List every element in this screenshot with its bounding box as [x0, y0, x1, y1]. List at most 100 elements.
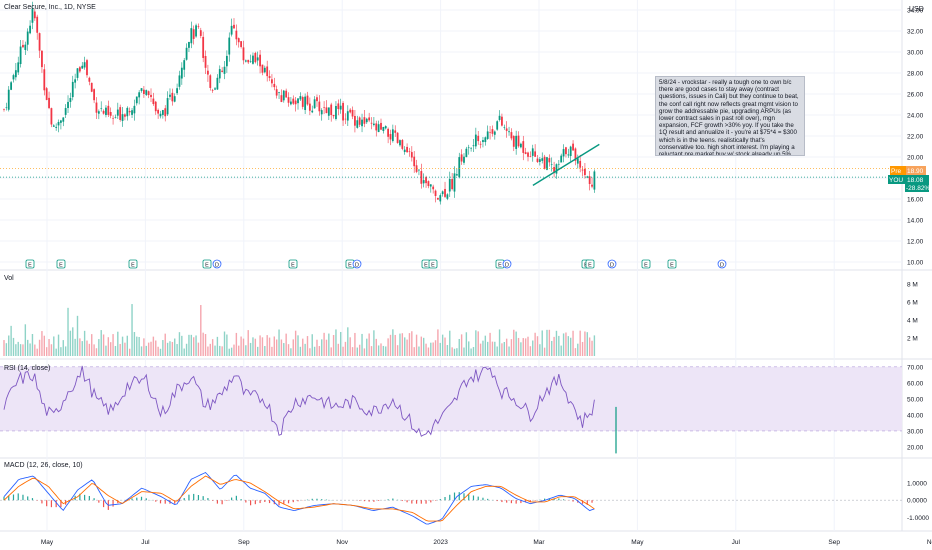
candle-body[interactable]: [316, 97, 318, 102]
candle-body[interactable]: [380, 122, 382, 130]
earnings-markers[interactable]: EEEEDEEDEEEDEEDEED: [25, 259, 727, 269]
candle-body[interactable]: [420, 171, 423, 184]
candle-body[interactable]: [190, 28, 193, 44]
earnings-marker[interactable]: D: [717, 259, 727, 269]
candle-body[interactable]: [586, 176, 589, 178]
candle-body[interactable]: [465, 148, 468, 158]
candle-body[interactable]: [519, 143, 522, 148]
candle-body[interactable]: [579, 160, 582, 168]
earnings-marker[interactable]: E: [25, 259, 35, 269]
candle-body[interactable]: [185, 47, 188, 60]
candle-body[interactable]: [304, 96, 307, 110]
candle-body[interactable]: [429, 184, 432, 187]
price-axis[interactable]: 34.00 32.00 30.00 28.00 26.00 24.00 22.00 20.00…: [907, 8, 929, 523]
candle-body[interactable]: [62, 117, 65, 122]
candle-body[interactable]: [323, 107, 325, 108]
candle-body[interactable]: [565, 147, 567, 155]
candle-body[interactable]: [235, 30, 238, 40]
candle-body[interactable]: [209, 75, 212, 88]
candle-body[interactable]: [290, 101, 292, 105]
candle-body[interactable]: [5, 107, 8, 108]
candle-body[interactable]: [399, 140, 401, 146]
candle-body[interactable]: [375, 123, 378, 131]
candle-body[interactable]: [223, 66, 226, 74]
candle-body[interactable]: [415, 165, 418, 172]
candle-body[interactable]: [45, 88, 48, 100]
candle-body[interactable]: [318, 101, 321, 112]
candle-body[interactable]: [479, 143, 482, 145]
candle-body[interactable]: [308, 103, 311, 111]
candle-body[interactable]: [69, 97, 72, 102]
candle-body[interactable]: [124, 114, 126, 117]
candle-body[interactable]: [31, 8, 34, 23]
candle-body[interactable]: [240, 41, 243, 47]
candle-body[interactable]: [268, 76, 271, 79]
candle-body[interactable]: [576, 158, 579, 164]
candle-body[interactable]: [50, 108, 53, 125]
candle-body[interactable]: [569, 146, 572, 157]
candle-body[interactable]: [197, 26, 200, 28]
candle-body[interactable]: [150, 94, 152, 98]
candle-body[interactable]: [138, 92, 141, 98]
candle-body[interactable]: [557, 163, 560, 165]
candle-body[interactable]: [14, 70, 17, 78]
candle-body[interactable]: [43, 69, 46, 91]
candle-body[interactable]: [325, 107, 328, 114]
candle-body[interactable]: [372, 123, 375, 126]
candle-body[interactable]: [550, 164, 553, 165]
candle-body[interactable]: [299, 96, 302, 100]
candle-body[interactable]: [403, 149, 406, 153]
time-axis[interactable]: MayJulSepNov2023MarMayJulSepNov2024MarMa…: [41, 539, 932, 546]
earnings-marker[interactable]: E: [202, 259, 212, 269]
candle-body[interactable]: [252, 55, 254, 64]
earnings-marker[interactable]: D: [502, 259, 512, 269]
candle-body[interactable]: [166, 98, 169, 115]
candle-body[interactable]: [427, 181, 430, 187]
rsi-pane[interactable]: [0, 365, 902, 454]
candle-body[interactable]: [384, 126, 387, 129]
candle-body[interactable]: [147, 91, 150, 96]
candle-body[interactable]: [114, 117, 117, 118]
candle-body[interactable]: [337, 103, 340, 110]
candle-body[interactable]: [311, 110, 314, 113]
candle-body[interactable]: [278, 92, 280, 93]
candle-body[interactable]: [425, 177, 427, 184]
price-pane[interactable]: [0, 1, 902, 205]
candle-body[interactable]: [109, 112, 112, 116]
candle-body[interactable]: [26, 31, 29, 45]
candle-body[interactable]: [78, 67, 81, 72]
candle-body[interactable]: [178, 75, 181, 87]
candle-body[interactable]: [349, 109, 352, 113]
candle-body[interactable]: [237, 38, 240, 43]
candle-body[interactable]: [574, 148, 577, 161]
candle-body[interactable]: [512, 135, 515, 147]
candle-body[interactable]: [244, 60, 247, 62]
earnings-marker[interactable]: E: [495, 259, 505, 269]
candle-body[interactable]: [214, 88, 216, 90]
candle-body[interactable]: [86, 60, 88, 76]
candle-body[interactable]: [112, 118, 114, 119]
candle-body[interactable]: [7, 89, 10, 110]
candle-body[interactable]: [204, 56, 207, 68]
candle-body[interactable]: [591, 184, 593, 187]
candle-body[interactable]: [301, 97, 304, 107]
candle-body[interactable]: [17, 62, 20, 73]
candle-body[interactable]: [584, 168, 586, 176]
candle-body[interactable]: [546, 157, 548, 170]
macd-line[interactable]: [3, 471, 595, 525]
candle-body[interactable]: [188, 42, 190, 48]
candle-body[interactable]: [327, 107, 330, 116]
candle-body[interactable]: [169, 94, 171, 97]
candle-body[interactable]: [221, 70, 224, 72]
candle-body[interactable]: [493, 131, 496, 135]
candle-body[interactable]: [467, 147, 470, 149]
candle-body[interactable]: [422, 180, 425, 184]
candle-body[interactable]: [344, 118, 347, 120]
candle-body[interactable]: [57, 121, 60, 126]
candle-body[interactable]: [90, 82, 93, 92]
candle-body[interactable]: [225, 55, 228, 67]
candle-body[interactable]: [529, 156, 532, 157]
candle-body[interactable]: [254, 52, 257, 63]
candle-body[interactable]: [332, 114, 335, 117]
candle-body[interactable]: [553, 167, 555, 174]
